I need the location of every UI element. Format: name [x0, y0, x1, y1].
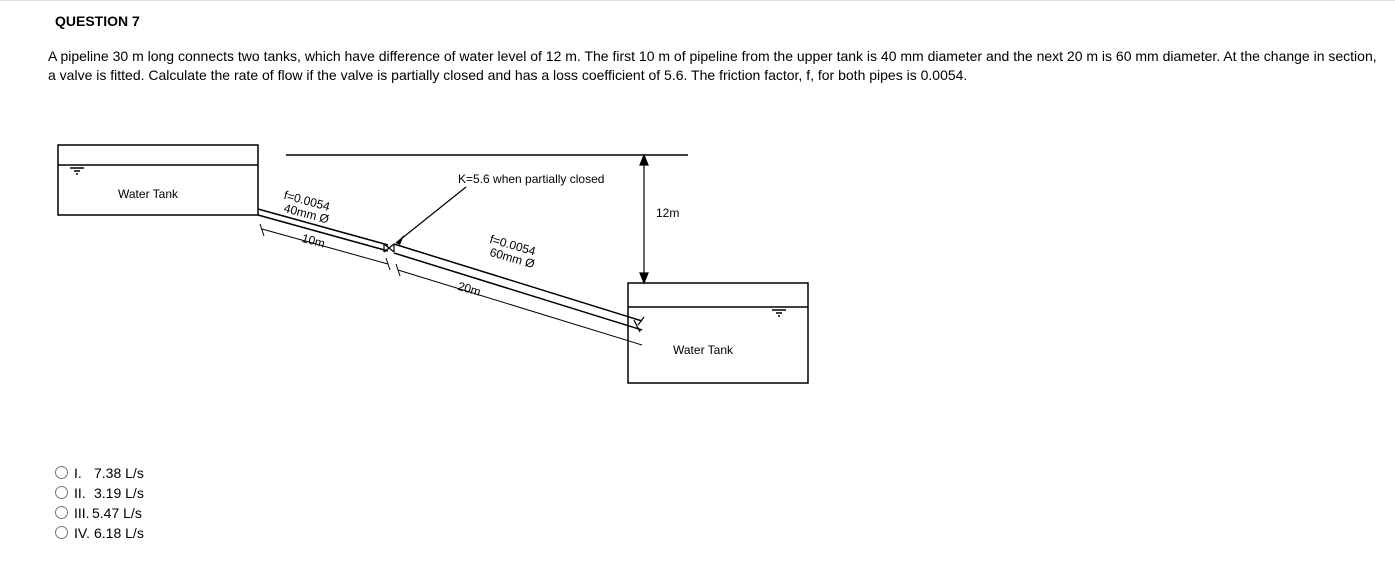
answer-option[interactable]: IV. 6.18 L/s	[55, 525, 1395, 541]
answer-roman: III.	[74, 505, 92, 521]
answer-radio[interactable]	[55, 506, 68, 519]
answer-text: 7.38 L/s	[94, 465, 144, 481]
answer-radio[interactable]	[55, 466, 68, 479]
answer-roman: IV.	[74, 525, 94, 541]
answer-roman: I.	[74, 465, 94, 481]
answer-radio[interactable]	[55, 526, 68, 539]
answer-list: I. 7.38 L/s II. 3.19 L/s III. 5.47 L/s I…	[55, 465, 1395, 541]
answer-option[interactable]: II. 3.19 L/s	[55, 485, 1395, 501]
head-label: 12m	[656, 206, 679, 220]
answer-text: 6.18 L/s	[94, 525, 144, 541]
question-body: A pipeline 30 m long connects two tanks,…	[48, 47, 1385, 85]
answer-radio[interactable]	[55, 486, 68, 499]
valve-k-label: K=5.6 when partially closed	[458, 172, 604, 186]
answer-text: 5.47 L/s	[92, 505, 142, 521]
pipeline-diagram: Water Tank Water Tank K=5.6 when partial…	[48, 125, 858, 405]
answer-option[interactable]: I. 7.38 L/s	[55, 465, 1395, 481]
answer-text: 3.19 L/s	[94, 485, 144, 501]
answer-option[interactable]: III. 5.47 L/s	[55, 505, 1395, 521]
answer-roman: II.	[74, 485, 94, 501]
upper-tank-label: Water Tank	[118, 187, 178, 201]
question-header: QUESTION 7	[55, 13, 1395, 29]
lower-tank-label: Water Tank	[673, 343, 733, 357]
